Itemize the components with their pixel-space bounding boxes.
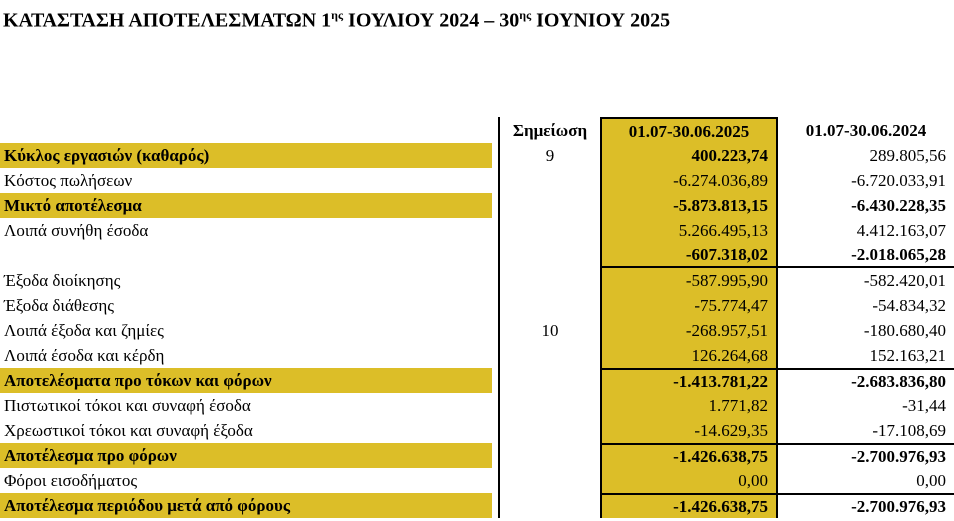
period-2024-header: 01.07-30.06.2024: [805, 120, 927, 140]
value-2025-cell: -1.413.781,22: [600, 368, 778, 393]
table-row: Έξοδα διοίκησης -587.995,90 -582.420,01: [0, 268, 954, 293]
label-column-header: [0, 117, 498, 143]
value-2025-cell: 400.223,74: [600, 143, 778, 168]
note-cell: [498, 243, 600, 268]
row-label: Έξοδα διάθεσης: [4, 296, 114, 315]
value-2024-cell: 152.163,21: [869, 346, 947, 365]
value-2024-cell: 4.412.163,07: [856, 221, 946, 240]
value-2024-cell: 0,00: [916, 471, 946, 490]
table-row: -607.318,02 -2.018.065,28: [0, 243, 954, 268]
value-2025-cell: -75.774,47: [600, 293, 778, 318]
table-row: Αποτελέσματα προ τόκων και φόρων -1.413.…: [0, 368, 954, 393]
value-2025-cell: 0,00: [600, 468, 778, 493]
value-2024-cell: -6.720.033,91: [851, 171, 946, 190]
value-2024-cell: -2.018.065,28: [778, 243, 954, 268]
row-label: Αποτέλεσμα προ φόρων: [0, 443, 498, 468]
table-row: Αποτέλεσμα προ φόρων -1.426.638,75 -2.70…: [0, 443, 954, 468]
value-2025-cell: -14.629,35: [600, 418, 778, 443]
note-cell: [498, 268, 600, 293]
table-row: Λοιπά έξοδα και ζημίες 10 -268.957,51 -1…: [0, 318, 954, 343]
value-2024-cell: -2.683.836,80: [778, 368, 954, 393]
row-label: Κύκλος εργασιών (καθαρός): [0, 143, 498, 168]
value-2024-cell: -17.108,69: [872, 421, 946, 440]
note-cell: [498, 343, 600, 368]
value-2025-cell: -1.426.638,75: [600, 493, 778, 518]
table-row: Φόροι εισοδήματος 0,00 0,00: [0, 468, 954, 493]
row-label: Αποτελέσματα προ τόκων και φόρων: [0, 368, 498, 393]
value-2025-cell: -1.426.638,75: [600, 443, 778, 468]
value-2024-cell: -54.834,32: [872, 296, 946, 315]
value-2025-cell: -6.274.036,89: [600, 168, 778, 193]
row-label: Λοιπά έσοδα και κέρδη: [4, 346, 165, 365]
row-label: Λοιπά έξοδα και ζημίες: [4, 321, 164, 340]
note-cell: [498, 418, 600, 443]
note-cell: [498, 443, 600, 468]
row-label: Χρεωστικοί τόκοι και συναφή έξοδα: [4, 421, 253, 440]
table-row: Λοιπά έσοδα και κέρδη 126.264,68 152.163…: [0, 343, 954, 368]
note-cell: 10: [498, 318, 600, 343]
value-2024-cell: -582.420,01: [863, 271, 946, 290]
value-2025-cell: 126.264,68: [600, 343, 778, 368]
table-row: Μικτό αποτέλεσμα -5.873.813,15 -6.430.22…: [0, 193, 954, 218]
value-2024-cell: -2.700.976,93: [778, 493, 954, 518]
note-cell: [498, 218, 600, 243]
value-2025-cell: -268.957,51: [600, 318, 778, 343]
note-column-header: Σημείωση: [498, 117, 600, 143]
table-row: Χρεωστικοί τόκοι και συναφή έξοδα -14.62…: [0, 418, 954, 443]
note-cell: [498, 293, 600, 318]
value-2025-cell: -607.318,02: [600, 243, 778, 268]
row-label: Έξοδα διοίκησης: [4, 271, 121, 290]
row-label: [0, 243, 498, 268]
row-label: Κόστος πωλήσεων: [4, 171, 133, 190]
value-2025-cell: 5.266.495,13: [600, 218, 778, 243]
note-cell: [498, 393, 600, 418]
value-2025-cell: -587.995,90: [600, 268, 778, 293]
table-row: Λοιπά συνήθη έσοδα 5.266.495,13 4.412.16…: [0, 218, 954, 243]
row-label: Φόροι εισοδήματος: [4, 471, 138, 490]
note-cell: [498, 368, 600, 393]
row-label: Μικτό αποτέλεσμα: [0, 193, 498, 218]
value-2025-cell: -5.873.813,15: [600, 193, 778, 218]
table-row: Κύκλος εργασιών (καθαρός) 9 400.223,74 2…: [0, 143, 954, 168]
value-2025-cell: 1.771,82: [600, 393, 778, 418]
row-label: Πιστωτικοί τόκοι και συναφή έσοδα: [4, 396, 251, 415]
table-row: Πιστωτικοί τόκοι και συναφή έσοδα 1.771,…: [0, 393, 954, 418]
note-cell: [498, 193, 600, 218]
row-label: Αποτέλεσμα περιόδου μετά από φόρους: [0, 493, 498, 518]
period-2025-header: 01.07-30.06.2025: [600, 117, 778, 143]
value-2024-cell: -6.430.228,35: [851, 196, 946, 215]
note-cell: [498, 468, 600, 493]
value-2024-cell: -2.700.976,93: [778, 443, 954, 468]
value-2024-cell: 289.805,56: [869, 146, 947, 165]
table-header-row: Σημείωση 01.07-30.06.2025 01.07-30.06.20…: [0, 117, 954, 143]
value-2024-cell: -180.680,40: [863, 321, 946, 340]
table-row: Κόστος πωλήσεων -6.274.036,89 -6.720.033…: [0, 168, 954, 193]
row-label: Λοιπά συνήθη έσοδα: [4, 221, 149, 240]
table-row: Αποτέλεσμα περιόδου μετά από φόρους -1.4…: [0, 493, 954, 518]
value-2024-cell: -31,44: [902, 396, 946, 415]
note-cell: 9: [498, 143, 600, 168]
table-row: Έξοδα διάθεσης -75.774,47 -54.834,32: [0, 293, 954, 318]
note-cell: [498, 493, 600, 518]
page-title: ΚΑΤΑΣΤΑΣΗ ΑΠΟΤΕΛΕΣΜΑΤΩΝ 1ης ΙΟΥΛΙΟΥ 2024…: [3, 8, 671, 32]
income-statement-table: Σημείωση 01.07-30.06.2025 01.07-30.06.20…: [0, 117, 954, 518]
note-cell: [498, 168, 600, 193]
